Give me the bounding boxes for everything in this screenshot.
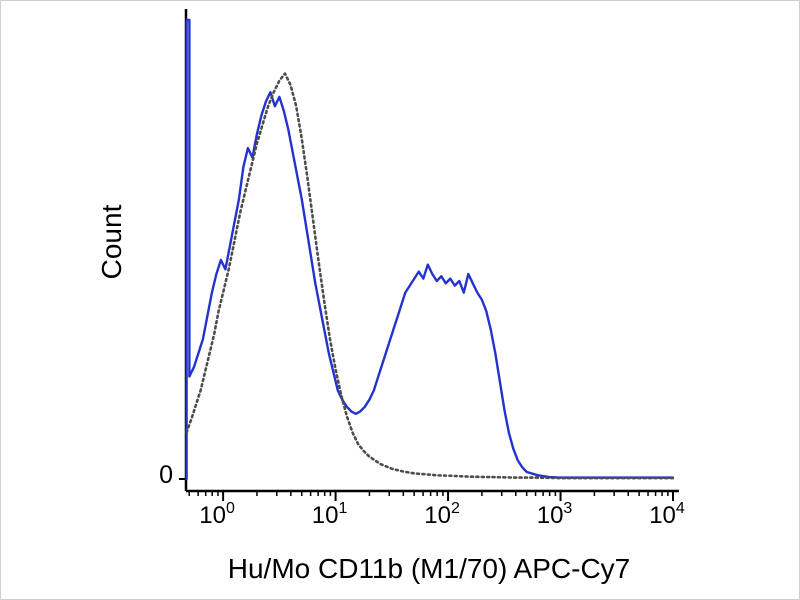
x-tick-label: 101 <box>312 500 348 529</box>
x-tick-label: 102 <box>424 500 460 529</box>
y-axis-zero-label: 0 <box>159 461 173 489</box>
isotype-control-curve <box>185 72 675 480</box>
y-axis-title: Count <box>96 204 127 280</box>
stained-sample-curve <box>185 18 675 481</box>
x-tick-label: 100 <box>199 500 235 529</box>
x-tick-label: 103 <box>537 500 573 529</box>
x-axis-title: Hu/Mo CD11b (M1/70) APC-Cy7 <box>227 553 631 584</box>
x-tick-label: 104 <box>649 500 685 529</box>
